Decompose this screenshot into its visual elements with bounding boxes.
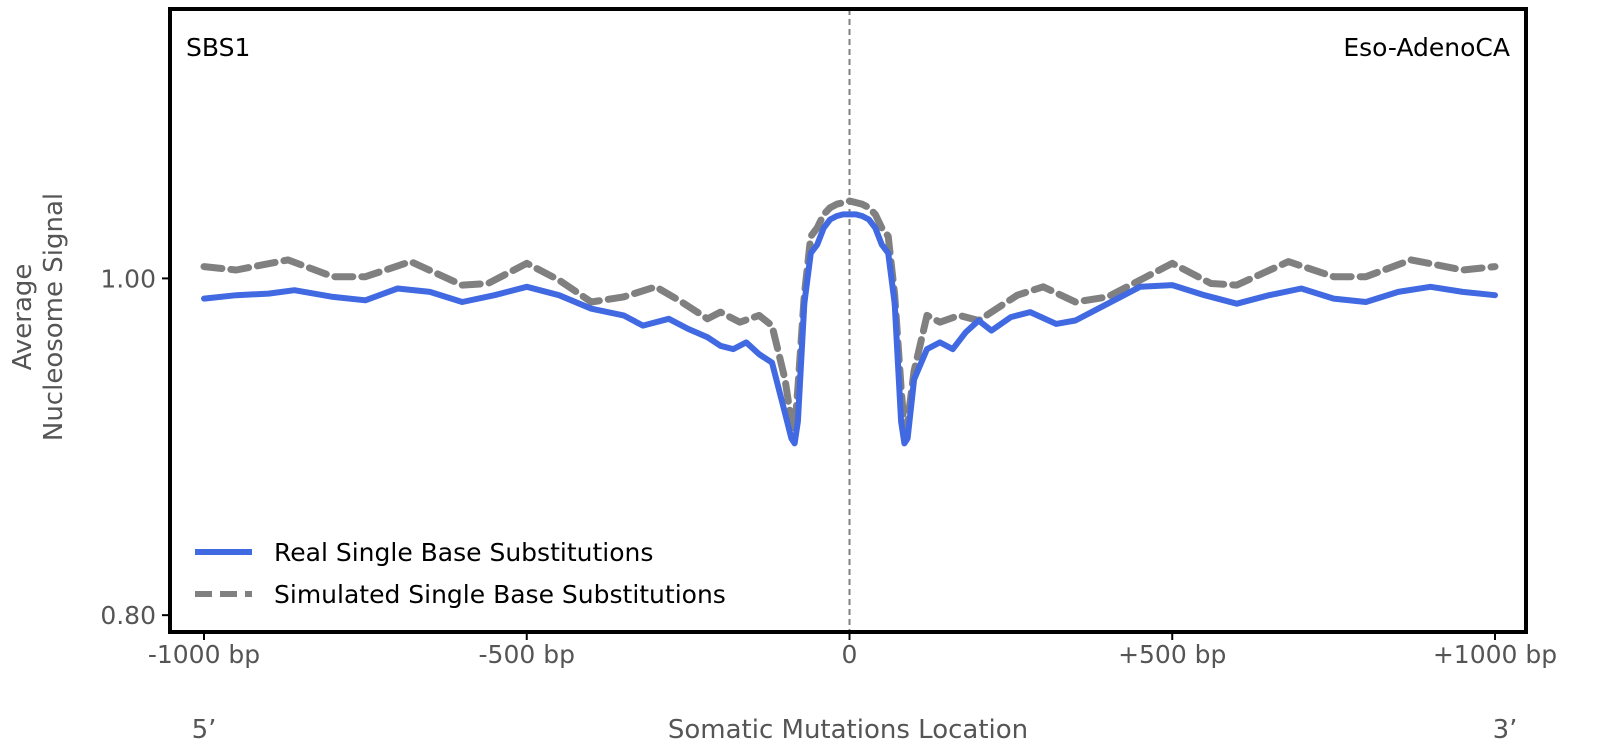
y-axis-title-line2: Nucleosome Signal	[39, 193, 69, 441]
legend: Real Single Base Substitutions Simulated…	[195, 538, 726, 609]
x-tick-label: +1000 bp	[1433, 640, 1557, 669]
signature-label: SBS1	[186, 33, 250, 62]
cancer-type-label: Eso-AdenoCA	[1343, 33, 1510, 62]
three-prime-label: 3’	[1493, 715, 1518, 745]
x-tick-label: +500 bp	[1118, 640, 1226, 669]
legend-real-label: Real Single Base Substitutions	[274, 538, 653, 567]
y-axis-title-line1: Average	[8, 264, 38, 371]
five-prime-label: 5’	[192, 715, 217, 745]
x-tick-label: -1000 bp	[148, 640, 260, 669]
plot-frame	[168, 7, 1528, 634]
y-tick-label: 1.00	[100, 264, 156, 293]
series-line-real	[201, 211, 1498, 447]
series-line-simulated	[200, 197, 1499, 434]
x-tick-label: 0	[842, 640, 858, 669]
axis-layer: -1000 bp -500 bp 0 +500 bp +1000 bp 0.80 1.00	[100, 264, 1557, 669]
x-tick-label: -500 bp	[479, 640, 575, 669]
x-axis-title: Somatic Mutations Location	[668, 715, 1028, 745]
legend-simulated-label: Simulated Single Base Substitutions	[274, 580, 726, 609]
y-tick-label: 0.80	[100, 601, 156, 630]
plot-layer	[200, 9, 1499, 632]
